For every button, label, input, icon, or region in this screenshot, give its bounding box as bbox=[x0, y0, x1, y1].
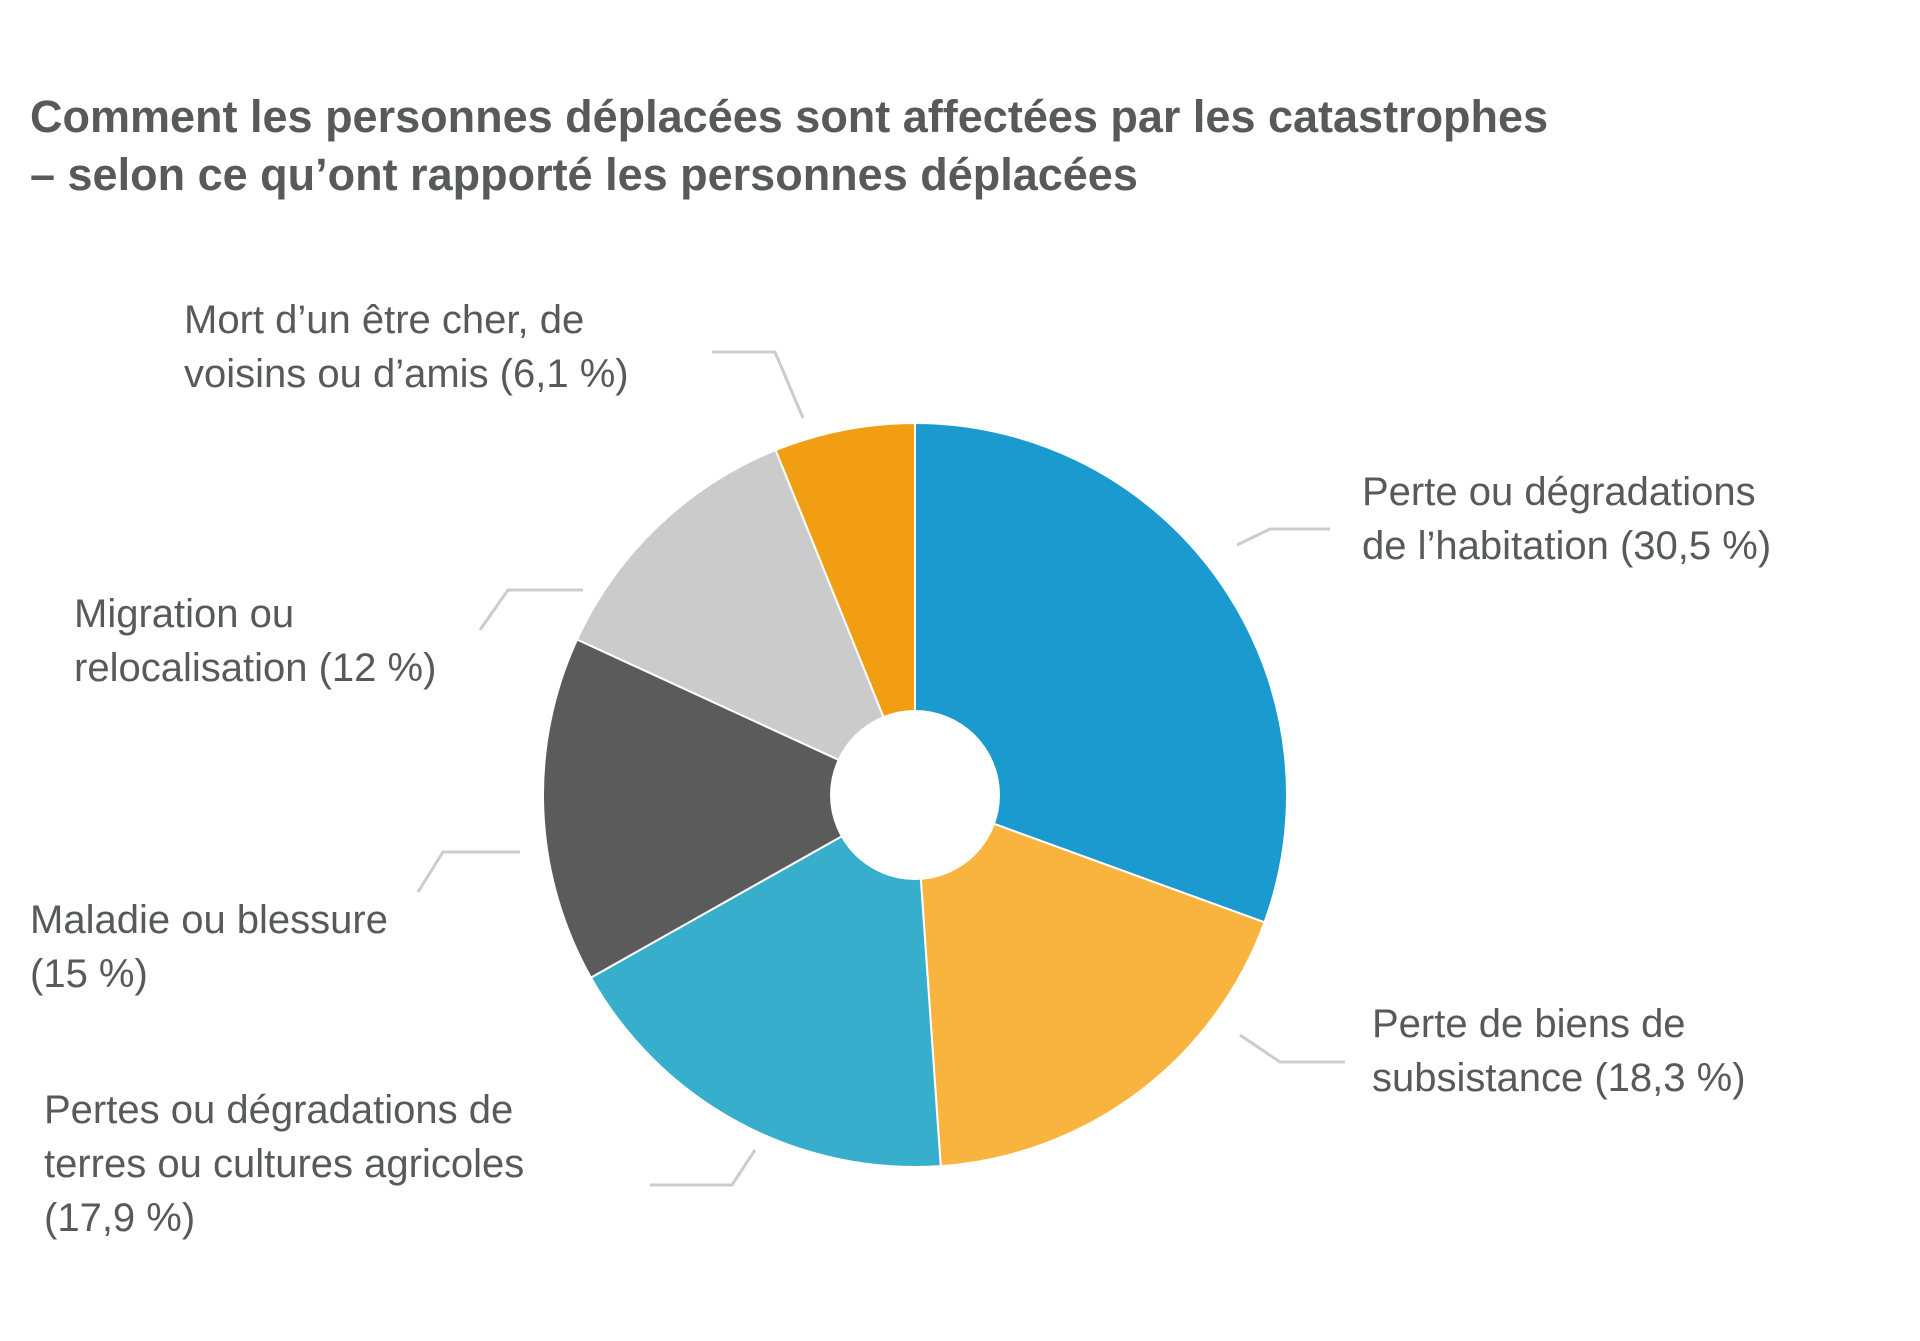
slice-label-terres-agricoles: Pertes ou dégradations de terres ou cultu… bbox=[44, 1088, 524, 1240]
slice-label-subsistance: Perte de biens de subsistance (18,3 %) bbox=[1372, 1002, 1746, 1100]
chart-title: Comment les personnes déplacées sont aff… bbox=[30, 88, 1890, 204]
pie-slice-mort-proche bbox=[774, 421, 916, 796]
slice-label-migration: Migration ou relocalisation (12 %) bbox=[74, 592, 436, 690]
slice-label-line: relocalisation (12 %) bbox=[74, 646, 436, 690]
slice-label-line: Perte ou dégradations bbox=[1362, 470, 1756, 514]
pie-slices bbox=[541, 421, 1288, 1168]
slice-label-line: Pertes ou dégradations de bbox=[44, 1088, 513, 1132]
slice-label-line: de l’habitation (30,5 %) bbox=[1362, 524, 1771, 568]
slice-label-line: Maladie ou blessure bbox=[30, 898, 388, 942]
leader-line-mort-proche bbox=[712, 350, 805, 419]
pie-slice-habitation bbox=[914, 421, 1288, 924]
slice-label-line: (15 %) bbox=[30, 952, 148, 996]
leader-line-subsistance bbox=[1239, 1033, 1345, 1064]
leader-lines bbox=[416, 350, 1345, 1187]
leader-line-habitation bbox=[1236, 527, 1330, 547]
slice-label-line: (17,9 %) bbox=[44, 1196, 195, 1240]
leader-line-terres-agricoles bbox=[650, 1149, 757, 1187]
pie-slice-maladie-blessure bbox=[541, 638, 918, 979]
slice-label-line: terres ou cultures agricoles bbox=[44, 1142, 524, 1186]
pie-slice-terres-agricoles bbox=[589, 793, 942, 1168]
slice-label-mort-proche: Mort d’un être cher, de voisins ou d’amis… bbox=[184, 298, 629, 396]
chart-title-line-2: – selon ce qu’ont rapporté les personnes… bbox=[30, 149, 1138, 200]
slice-label-habitation: Perte ou dégradations de l’habitation (30… bbox=[1362, 470, 1771, 568]
slice-labels: Perte ou dégradations de l’habitation (30… bbox=[30, 298, 1771, 1240]
slice-label-line: voisins ou d’amis (6,1 %) bbox=[184, 352, 629, 396]
leader-line-maladie-blessure bbox=[416, 850, 520, 893]
pie-slice-subsistance bbox=[913, 793, 1266, 1168]
slice-label-line: Migration ou bbox=[74, 592, 294, 636]
leader-line-migration bbox=[478, 588, 583, 631]
chart-title-line-1: Comment les personnes déplacées sont aff… bbox=[30, 91, 1549, 142]
slice-label-line: Mort d’un être cher, de bbox=[184, 298, 584, 342]
slice-label-maladie-blessure: Maladie ou blessure (15 %) bbox=[30, 898, 388, 996]
slice-label-line: Perte de biens de bbox=[1372, 1002, 1686, 1046]
slice-label-line: subsistance (18,3 %) bbox=[1372, 1056, 1746, 1100]
donut-hole-layer bbox=[830, 710, 1000, 880]
pie-slice-migration bbox=[575, 448, 917, 797]
donut-hole bbox=[830, 710, 1000, 880]
